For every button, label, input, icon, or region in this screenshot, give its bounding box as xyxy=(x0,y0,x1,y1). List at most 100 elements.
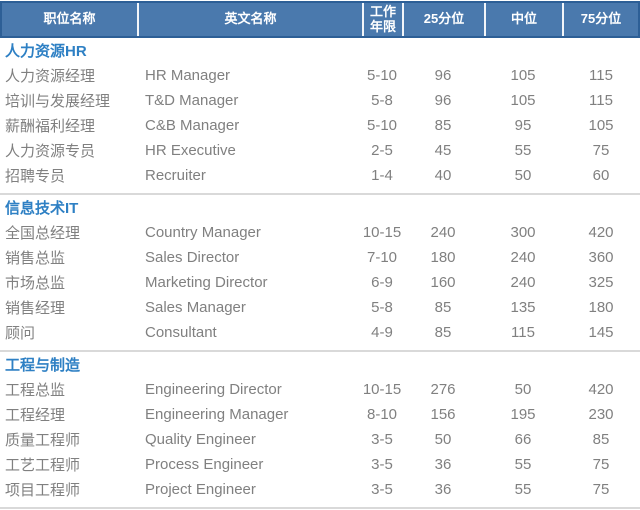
cell-position-zh: 培训与发展经理 xyxy=(5,93,111,110)
cell-position-zh: 工艺工程师 xyxy=(5,457,81,474)
section-divider xyxy=(0,507,640,509)
cell-position-zh: 人力资源专员 xyxy=(5,143,96,160)
col-header-median: 中位 xyxy=(486,3,564,36)
cell-work-years: 5-10 xyxy=(366,117,398,134)
cell-position-en: C&B Manager xyxy=(145,117,240,134)
section-title: 信息技术IT xyxy=(5,200,79,217)
cell-work-years: 8-10 xyxy=(366,406,398,423)
cell-work-years: 7-10 xyxy=(366,249,398,266)
cell-position-zh: 市场总监 xyxy=(5,275,66,292)
cell-work-years: 3-5 xyxy=(371,481,393,498)
cell-median: 115 xyxy=(511,324,535,341)
cell-position-zh: 人力资源经理 xyxy=(5,68,96,85)
cell-p25: 85 xyxy=(434,117,452,134)
cell-position-zh: 全国总经理 xyxy=(5,225,81,242)
section-it: 信息技术IT 全国总经理 Country Manager 10-15 240 3… xyxy=(0,195,640,352)
cell-position-zh: 销售总监 xyxy=(5,250,66,267)
table-row: 人力资源专员 HR Executive 2-5 45 55 75 xyxy=(0,138,640,163)
cell-position-en: HR Manager xyxy=(145,67,231,84)
cell-median: 50 xyxy=(514,381,532,398)
cell-position-en: Engineering Director xyxy=(145,381,282,398)
cell-p25: 85 xyxy=(434,324,452,341)
cell-p25: 96 xyxy=(434,92,452,109)
cell-p75: 75 xyxy=(592,456,610,473)
cell-median: 50 xyxy=(514,167,532,184)
table-row: 顾问 Consultant 4-9 85 115 145 xyxy=(0,320,640,345)
cell-position-en: Engineering Manager xyxy=(145,406,289,423)
cell-p75: 230 xyxy=(588,406,614,423)
cell-median: 95 xyxy=(514,117,532,134)
cell-position-en: T&D Manager xyxy=(145,92,239,109)
cell-p75: 75 xyxy=(592,481,610,498)
cell-position-en: Recruiter xyxy=(145,167,206,184)
cell-work-years: 10-15 xyxy=(362,224,402,241)
cell-median: 105 xyxy=(510,67,536,84)
col-header-english-name: 英文名称 xyxy=(139,3,364,36)
cell-work-years: 6-9 xyxy=(371,274,393,291)
section-hr: 人力资源HR 人力资源经理 HR Manager 5-10 96 105 115… xyxy=(0,38,640,195)
cell-p75: 60 xyxy=(592,167,610,184)
cell-p75: 85 xyxy=(592,431,610,448)
cell-position-zh: 项目工程师 xyxy=(5,482,81,499)
cell-work-years: 10-15 xyxy=(362,381,402,398)
cell-median: 135 xyxy=(510,299,536,316)
cell-position-en: Marketing Director xyxy=(145,274,268,291)
cell-p75: 420 xyxy=(588,381,614,398)
cell-p75: 420 xyxy=(588,224,614,241)
table-header: 职位名称 英文名称 工作年限 25分位 中位 75分位 xyxy=(0,1,640,38)
cell-position-zh: 销售经理 xyxy=(5,300,66,317)
cell-p25: 96 xyxy=(434,67,452,84)
cell-p25: 50 xyxy=(434,431,452,448)
cell-position-en: Process Engineer xyxy=(145,456,264,473)
cell-p75: 75 xyxy=(592,142,610,159)
table-row: 销售总监 Sales Director 7-10 180 240 360 xyxy=(0,245,640,270)
cell-p25: 276 xyxy=(430,381,456,398)
cell-work-years: 3-5 xyxy=(371,456,393,473)
cell-p25: 156 xyxy=(430,406,456,423)
cell-position-zh: 薪酬福利经理 xyxy=(5,118,96,135)
cell-work-years: 1-4 xyxy=(371,167,393,184)
cell-work-years: 3-5 xyxy=(371,431,393,448)
cell-position-en: Sales Manager xyxy=(145,299,246,316)
cell-median: 55 xyxy=(514,456,532,473)
section-title: 工程与制造 xyxy=(5,357,81,374)
table-row: 工程总监 Engineering Director 10-15 276 50 4… xyxy=(0,377,640,402)
cell-p25: 180 xyxy=(430,249,456,266)
cell-p25: 40 xyxy=(434,167,452,184)
cell-median: 195 xyxy=(510,406,536,423)
cell-p25: 36 xyxy=(434,456,452,473)
cell-p25: 45 xyxy=(434,142,452,159)
cell-p75: 145 xyxy=(588,324,614,341)
cell-median: 240 xyxy=(510,249,536,266)
table-row: 市场总监 Marketing Director 6-9 160 240 325 xyxy=(0,270,640,295)
cell-work-years: 2-5 xyxy=(371,142,393,159)
cell-position-zh: 质量工程师 xyxy=(5,432,81,449)
table-row: 工艺工程师 Process Engineer 3-5 36 55 75 xyxy=(0,452,640,477)
cell-position-en: Quality Engineer xyxy=(145,431,256,448)
section-divider xyxy=(0,193,640,195)
table-row: 薪酬福利经理 C&B Manager 5-10 85 95 105 xyxy=(0,113,640,138)
cell-p25: 160 xyxy=(430,274,456,291)
table-row: 招聘专员 Recruiter 1-4 40 50 60 xyxy=(0,163,640,188)
cell-median: 300 xyxy=(510,224,536,241)
cell-median: 55 xyxy=(514,142,532,159)
cell-p75: 325 xyxy=(588,274,614,291)
cell-position-en: Project Engineer xyxy=(145,481,256,498)
table-row: 人力资源经理 HR Manager 5-10 96 105 115 xyxy=(0,63,640,88)
cell-median: 105 xyxy=(510,92,536,109)
cell-p75: 360 xyxy=(588,249,614,266)
cell-position-en: HR Executive xyxy=(145,142,236,159)
table-row: 工程经理 Engineering Manager 8-10 156 195 23… xyxy=(0,402,640,427)
cell-position-en: Country Manager xyxy=(145,224,261,241)
col-header-p75: 75分位 xyxy=(580,11,622,27)
section-title: 人力资源HR xyxy=(5,43,87,60)
cell-position-zh: 工程经理 xyxy=(5,407,66,424)
cell-position-en: Consultant xyxy=(145,324,217,341)
table-row: 质量工程师 Quality Engineer 3-5 50 66 85 xyxy=(0,427,640,452)
cell-p75: 105 xyxy=(588,117,614,134)
cell-p75: 180 xyxy=(588,299,614,316)
col-header-p25: 25分位 xyxy=(404,3,486,36)
section-divider xyxy=(0,350,640,352)
cell-work-years: 4-9 xyxy=(371,324,393,341)
